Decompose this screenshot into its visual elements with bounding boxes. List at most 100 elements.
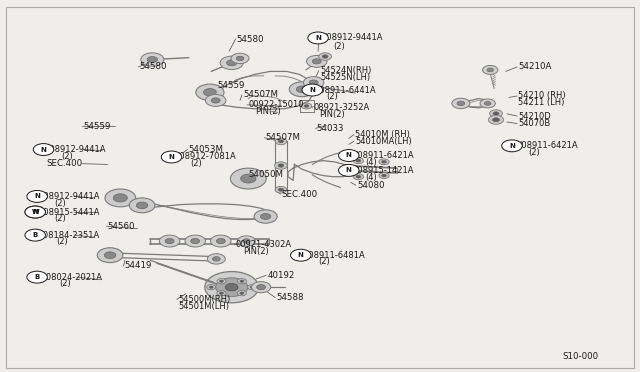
Circle shape <box>205 272 259 303</box>
Circle shape <box>241 174 256 183</box>
Circle shape <box>307 55 327 67</box>
Text: N: N <box>32 209 38 215</box>
Text: 54210 (RH): 54210 (RH) <box>518 92 566 100</box>
Circle shape <box>220 292 223 294</box>
Text: 54559: 54559 <box>218 81 245 90</box>
Text: N08911-6421A: N08911-6421A <box>515 141 578 150</box>
Text: N08912-9441A: N08912-9441A <box>44 145 106 154</box>
Circle shape <box>217 279 226 284</box>
Circle shape <box>230 168 266 189</box>
Text: (2): (2) <box>61 152 72 161</box>
Circle shape <box>254 210 277 223</box>
Circle shape <box>278 140 284 143</box>
Text: (2): (2) <box>56 237 68 246</box>
Circle shape <box>237 291 246 296</box>
Circle shape <box>113 194 127 202</box>
Circle shape <box>165 238 174 244</box>
Circle shape <box>237 279 246 284</box>
Text: 54419: 54419 <box>125 262 152 270</box>
Circle shape <box>457 101 465 106</box>
Circle shape <box>289 82 315 97</box>
Circle shape <box>339 150 359 161</box>
Circle shape <box>159 235 180 247</box>
Circle shape <box>319 53 332 60</box>
Circle shape <box>302 84 323 96</box>
Circle shape <box>304 105 309 108</box>
Circle shape <box>27 190 47 202</box>
Text: B: B <box>33 232 38 238</box>
Circle shape <box>25 206 45 218</box>
Circle shape <box>185 235 205 247</box>
Circle shape <box>207 254 225 264</box>
Text: 54507M: 54507M <box>243 90 278 99</box>
Text: 54211 (LH): 54211 (LH) <box>518 98 564 107</box>
Circle shape <box>136 202 148 209</box>
Text: N08915-1421A: N08915-1421A <box>351 166 413 175</box>
Circle shape <box>252 282 271 293</box>
Circle shape <box>353 158 364 164</box>
Text: N: N <box>346 167 352 173</box>
Text: (2): (2) <box>191 159 202 168</box>
Circle shape <box>97 248 123 263</box>
Circle shape <box>379 173 389 179</box>
Circle shape <box>488 115 504 124</box>
Circle shape <box>301 103 312 109</box>
Circle shape <box>212 257 220 261</box>
Circle shape <box>217 291 226 296</box>
Text: 00921-4302A: 00921-4302A <box>236 240 292 249</box>
Circle shape <box>161 151 182 163</box>
Circle shape <box>220 56 243 70</box>
Circle shape <box>25 229 45 241</box>
Circle shape <box>147 57 157 62</box>
Text: N: N <box>346 153 352 158</box>
Circle shape <box>339 164 359 176</box>
Text: 54033: 54033 <box>317 124 344 133</box>
Circle shape <box>323 55 328 58</box>
Text: N08912-9441A: N08912-9441A <box>320 33 383 42</box>
Text: 54210A: 54210A <box>518 62 552 71</box>
Text: 54010M (RH): 54010M (RH) <box>355 130 410 139</box>
Text: 08921-3252A: 08921-3252A <box>314 103 370 112</box>
Text: (2): (2) <box>54 199 66 208</box>
Circle shape <box>452 98 470 109</box>
Text: N08911-6421A: N08911-6421A <box>351 151 413 160</box>
Text: N: N <box>315 35 321 41</box>
Circle shape <box>25 206 45 218</box>
Circle shape <box>312 59 321 64</box>
Circle shape <box>487 68 493 72</box>
Circle shape <box>480 99 495 108</box>
Text: 54507M: 54507M <box>266 133 301 142</box>
Circle shape <box>141 53 164 66</box>
Text: 40192: 40192 <box>268 271 295 280</box>
Circle shape <box>379 159 389 165</box>
Circle shape <box>209 286 213 288</box>
Circle shape <box>207 285 216 290</box>
Circle shape <box>493 112 499 115</box>
Text: B08184-2351A: B08184-2351A <box>37 231 99 240</box>
Circle shape <box>502 140 522 152</box>
Text: N08912-7081A: N08912-7081A <box>173 153 236 161</box>
Circle shape <box>484 102 491 105</box>
Circle shape <box>308 32 328 44</box>
Circle shape <box>356 159 361 162</box>
Text: 54053M: 54053M <box>189 145 224 154</box>
Circle shape <box>250 286 254 288</box>
Text: 54560: 54560 <box>108 222 135 231</box>
Text: 00922-15010: 00922-15010 <box>248 100 304 109</box>
Circle shape <box>205 94 226 106</box>
Circle shape <box>483 65 498 74</box>
Circle shape <box>220 280 223 282</box>
Circle shape <box>211 235 231 247</box>
Text: (4): (4) <box>365 158 376 167</box>
Text: S10-000: S10-000 <box>562 352 598 361</box>
Text: N08912-9441A: N08912-9441A <box>37 192 100 201</box>
Text: (2): (2) <box>326 92 338 101</box>
Circle shape <box>33 144 54 155</box>
Circle shape <box>278 188 284 191</box>
Circle shape <box>104 252 116 259</box>
Circle shape <box>211 98 220 103</box>
Circle shape <box>225 283 238 291</box>
Circle shape <box>296 86 308 93</box>
Circle shape <box>291 249 311 261</box>
Text: N: N <box>309 87 316 93</box>
